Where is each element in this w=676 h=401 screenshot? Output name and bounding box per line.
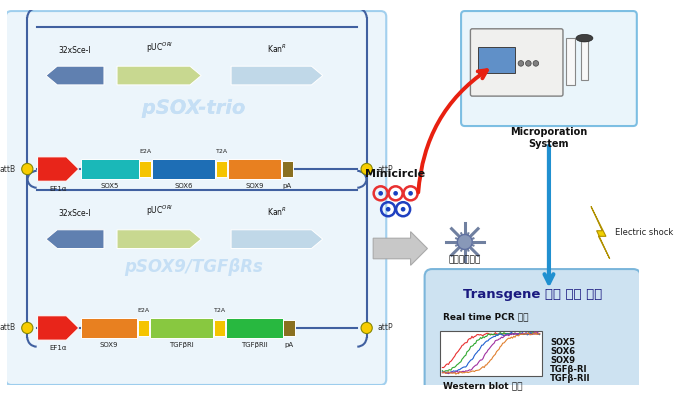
- FancyBboxPatch shape: [425, 269, 641, 401]
- Text: Kan$^R$: Kan$^R$: [267, 205, 287, 218]
- Text: EF1α: EF1α: [49, 345, 67, 351]
- Circle shape: [379, 191, 383, 196]
- Bar: [150, 318, 214, 338]
- Text: Microporation
System: Microporation System: [510, 127, 587, 148]
- Bar: [139, 161, 151, 177]
- Text: TGFβRI: TGFβRI: [169, 342, 194, 348]
- Text: 지방줄기세포: 지방줄기세포: [449, 255, 481, 264]
- Text: T2A: T2A: [214, 308, 226, 313]
- Bar: [439, 331, 542, 376]
- Polygon shape: [117, 230, 201, 249]
- Circle shape: [518, 61, 524, 66]
- Polygon shape: [38, 157, 78, 181]
- Bar: [80, 159, 139, 179]
- Polygon shape: [591, 207, 610, 259]
- Text: pSOX9/TGFβRs: pSOX9/TGFβRs: [124, 258, 263, 276]
- FancyBboxPatch shape: [461, 11, 637, 126]
- Text: E2A: E2A: [139, 149, 151, 154]
- Text: pA: pA: [285, 342, 293, 348]
- Circle shape: [22, 164, 33, 175]
- Text: pUC$^{ORI}$: pUC$^{ORI}$: [145, 203, 172, 218]
- FancyBboxPatch shape: [6, 11, 386, 385]
- Text: Minicircle: Minicircle: [364, 169, 425, 179]
- Text: 32xSce-I: 32xSce-I: [59, 209, 91, 218]
- Text: TGFβ-RII: TGFβ-RII: [550, 374, 590, 383]
- Ellipse shape: [576, 34, 593, 42]
- Text: SOX5: SOX5: [100, 183, 119, 189]
- Bar: [226, 318, 283, 338]
- Text: SOX5: SOX5: [550, 338, 575, 347]
- Circle shape: [361, 322, 372, 334]
- FancyArrow shape: [373, 232, 427, 265]
- Text: SOX6: SOX6: [550, 347, 575, 356]
- Bar: [151, 159, 215, 179]
- Bar: [439, 398, 542, 401]
- Text: SOX9: SOX9: [550, 356, 575, 365]
- Text: EF1α: EF1α: [49, 186, 67, 192]
- Polygon shape: [117, 66, 201, 85]
- Text: Electric shock: Electric shock: [615, 228, 673, 237]
- Bar: [478, 47, 515, 73]
- Bar: [282, 161, 293, 177]
- Text: Real time PCR 분석: Real time PCR 분석: [443, 312, 529, 321]
- Bar: [228, 159, 281, 179]
- Circle shape: [393, 191, 398, 196]
- Text: E2A: E2A: [137, 308, 149, 313]
- Bar: [80, 318, 137, 338]
- Text: pSOX-trio: pSOX-trio: [142, 99, 245, 118]
- Bar: [214, 320, 226, 336]
- Text: Western blot 분석: Western blot 분석: [443, 381, 523, 390]
- Text: attP: attP: [378, 164, 393, 174]
- Text: attB: attB: [0, 164, 16, 174]
- Circle shape: [525, 61, 531, 66]
- Text: SOX6: SOX6: [174, 183, 193, 189]
- Text: Transgene 발현 여부 확인: Transgene 발현 여부 확인: [463, 288, 602, 301]
- Circle shape: [22, 322, 33, 334]
- Text: 32xSce-I: 32xSce-I: [59, 46, 91, 55]
- Text: SOX9: SOX9: [245, 183, 264, 189]
- Text: T2A: T2A: [216, 149, 228, 154]
- Circle shape: [401, 207, 406, 212]
- Text: SOX9: SOX9: [99, 342, 118, 348]
- Text: attB: attB: [0, 324, 16, 332]
- Circle shape: [458, 235, 473, 249]
- Polygon shape: [46, 66, 104, 85]
- Circle shape: [361, 164, 372, 175]
- Bar: [581, 41, 588, 80]
- Text: pUC$^{ORI}$: pUC$^{ORI}$: [145, 41, 172, 55]
- Polygon shape: [231, 230, 322, 249]
- Bar: [283, 320, 295, 336]
- Circle shape: [386, 207, 391, 212]
- Text: TGFβRII: TGFβRII: [241, 342, 268, 348]
- FancyBboxPatch shape: [470, 29, 563, 96]
- Polygon shape: [231, 66, 322, 85]
- Circle shape: [408, 191, 413, 196]
- Bar: [138, 320, 149, 336]
- Text: TGFβ-RI: TGFβ-RI: [550, 365, 587, 374]
- Text: attP: attP: [378, 324, 393, 332]
- Polygon shape: [38, 316, 78, 340]
- Text: Kan$^R$: Kan$^R$: [267, 43, 287, 55]
- Polygon shape: [46, 230, 104, 249]
- Bar: [566, 38, 575, 85]
- Text: pA: pA: [283, 183, 292, 189]
- Bar: [216, 161, 227, 177]
- Circle shape: [533, 61, 539, 66]
